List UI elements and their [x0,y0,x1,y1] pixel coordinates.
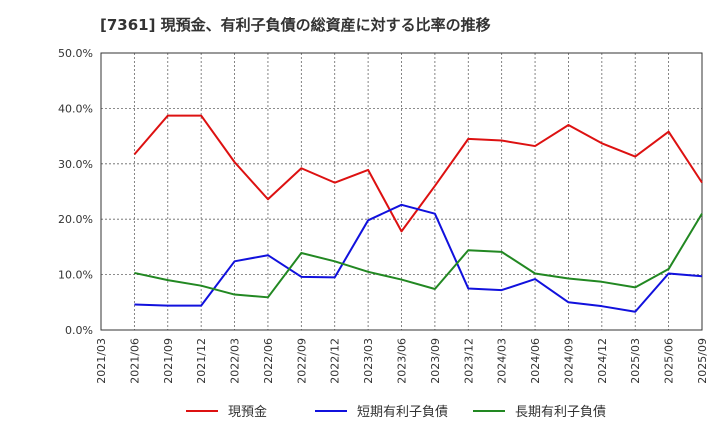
y-tick-label: 10.0% [58,269,93,282]
x-axis-ticks: 2021/03 2021/06 2021/09 2021/12 2022/03 2022/… [95,338,709,384]
x-tick-label: 2023/06 [396,338,409,384]
series-lines [133,114,703,313]
x-tick-label: 2022/09 [295,338,308,384]
plot-area-border [100,52,703,331]
x-tick-label: 2025/06 [663,338,676,384]
grid-lines [101,53,702,330]
legend-label-2: 長期有利子負債 [515,405,606,420]
x-tick-label: 2023/03 [362,338,375,384]
y-tick-label: 30.0% [58,158,93,171]
x-tick-label: 2022/12 [329,338,342,384]
series-line-0 [133,114,703,233]
x-tick-label: 2022/06 [262,338,275,384]
legend: 現預金 短期有利子負債 長期有利子負債 [186,404,606,420]
y-tick-label: 40.0% [58,102,93,115]
x-tick-label: 2024/03 [496,338,509,384]
x-tick-label: 2025/09 [696,338,709,384]
x-tick-label: 2021/12 [195,338,208,384]
x-tick-label: 2021/09 [162,338,175,384]
legend-label-1: 短期有利子負債 [357,405,448,420]
chart-title: [7361] 現預金、有利子負債の総資産に対する比率の推移 [100,16,491,34]
y-axis-ticks: 0.0% 10.0% 20.0% 30.0% 40.0% 50.0% [58,47,93,337]
x-tick-label: 2023/12 [462,338,475,384]
x-tick-label: 2023/09 [429,338,442,384]
legend-label-0: 現預金 [228,404,267,420]
x-tick-label: 2025/03 [629,338,642,384]
x-tick-label: 2022/03 [229,338,242,384]
x-tick-label: 2024/06 [529,338,542,384]
x-tick-label: 2024/12 [596,338,609,384]
y-tick-label: 20.0% [58,213,93,226]
series-line-2 [134,213,703,299]
x-tick-label: 2021/03 [95,338,108,384]
x-tick-label: 2024/09 [562,338,575,384]
series-line-1 [134,203,703,313]
x-tick-label: 2021/06 [128,338,141,384]
y-tick-label: 50.0% [58,47,93,60]
y-tick-label: 0.0% [65,324,93,337]
